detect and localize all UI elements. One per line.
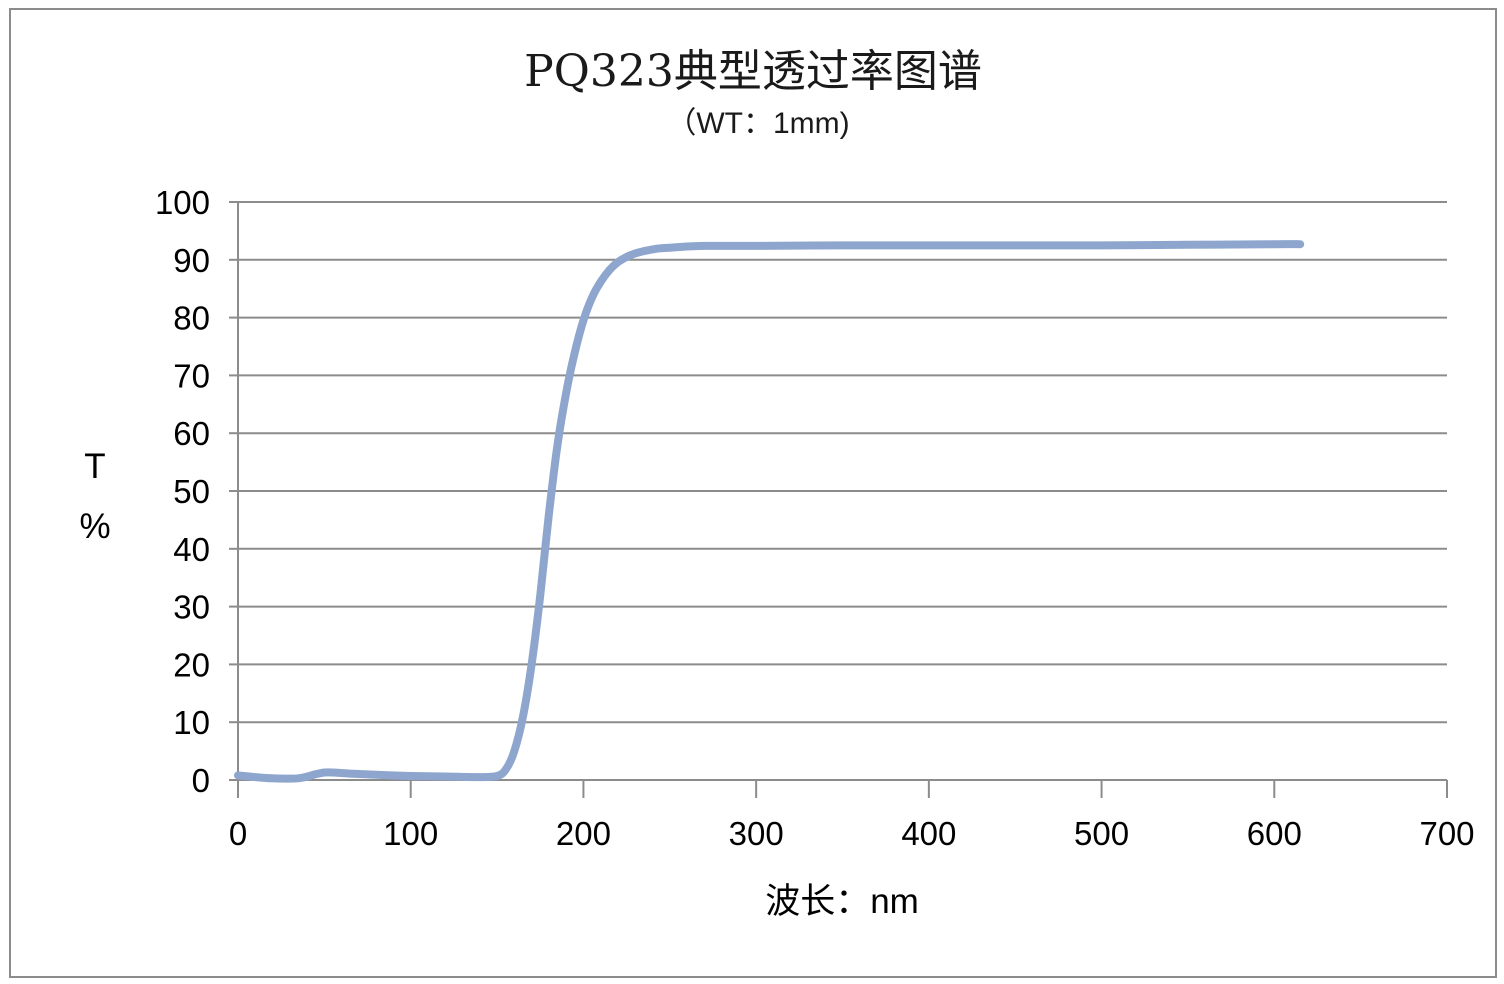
chart-frame: [9, 8, 1497, 978]
y-tick-label-40: 40: [173, 531, 210, 568]
chart-subtitle: （WT：1mm): [666, 107, 849, 140]
chart-title: PQ323典型透过率图谱: [524, 46, 982, 97]
x-tick-label-700: 700: [1419, 815, 1474, 852]
x-tick-label-300: 300: [729, 815, 784, 852]
y-tick-label-30: 30: [173, 589, 210, 626]
y-tick-label-80: 80: [173, 300, 210, 337]
y-tick-label-60: 60: [173, 415, 210, 452]
x-tick-label-400: 400: [901, 815, 956, 852]
x-tick-label-500: 500: [1074, 815, 1129, 852]
y-tick-label-10: 10: [173, 704, 210, 741]
y-tick-label-70: 70: [173, 357, 210, 394]
x-tick-labels: 0 100 200 300 400 500 600 700: [229, 815, 1475, 852]
y-tick-labels: 0 10 20 30 40 50 60 70 80 90 100: [155, 184, 210, 799]
x-axis-label: 波长：nm: [765, 882, 919, 921]
x-tick-label-200: 200: [556, 815, 611, 852]
series-line-0: [234, 240, 1305, 783]
y-tick-label-100: 100: [155, 184, 210, 221]
y-tick-label-50: 50: [173, 473, 210, 510]
gridlines: [238, 201, 1447, 724]
y-tick-label-0: 0: [192, 762, 210, 799]
y-tick-label-90: 90: [173, 242, 210, 279]
y-axis-label-line-1: T: [84, 447, 105, 486]
x-tick-label-100: 100: [383, 815, 438, 852]
x-tick-label-0: 0: [229, 815, 247, 852]
axes: [229, 201, 1448, 798]
y-axis-label-line-2: %: [79, 507, 110, 546]
series-layer: [234, 240, 1305, 783]
x-tick-label-600: 600: [1247, 815, 1302, 852]
y-tick-label-20: 20: [173, 646, 210, 683]
